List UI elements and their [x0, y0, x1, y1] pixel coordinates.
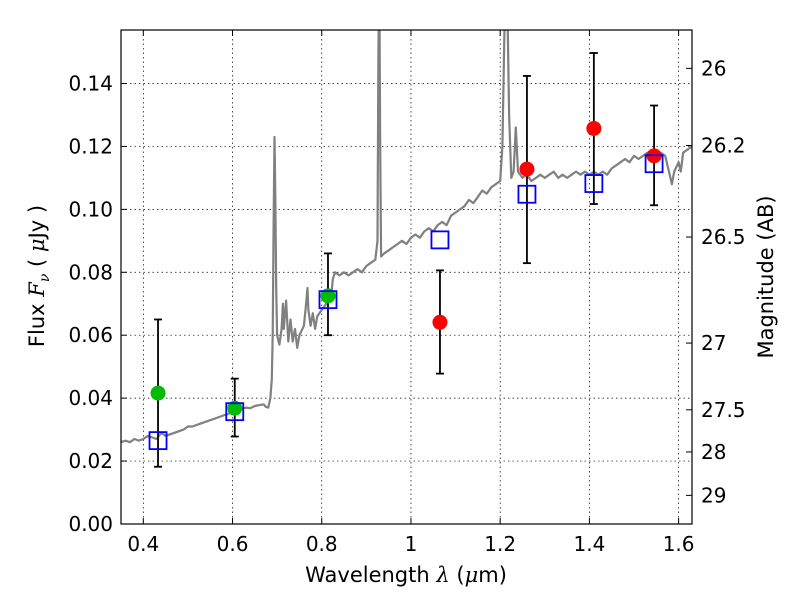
x-tick-label: 0.6 [217, 532, 249, 556]
x-axis-label: Wavelength λ (μm) [305, 563, 507, 587]
marker-layer [148, 120, 664, 451]
y-tick-label: 0.12 [68, 134, 113, 158]
x-tick-label: 1.2 [484, 532, 516, 556]
y2-tick-label: 29 [701, 483, 726, 507]
y2-axis-label: Magnitude (AB) [754, 195, 778, 358]
spectrum-layer [121, 30, 692, 444]
observed-flux-point [432, 314, 448, 330]
model-flux-square [584, 174, 604, 193]
y-tick-label: 0.08 [68, 260, 113, 284]
x-tick-label: 0.4 [127, 532, 159, 556]
model-flux-square [148, 431, 168, 451]
model-flux-square [430, 230, 450, 250]
x-tick-label: 1 [405, 532, 418, 556]
plot-frame [120, 29, 693, 525]
y-tick-label: 0.06 [68, 323, 113, 347]
model-flux-square [318, 290, 338, 310]
model-flux-square [517, 184, 537, 204]
y2-tick-label: 26 [701, 56, 726, 80]
ticks-layer: 0.4 0.6 0.8 1 1.2 1.4 1.6 0.00 0.02 0.04 0.06 0.08 0… [68, 30, 746, 556]
y2-tick-label: 27.5 [701, 398, 746, 422]
y-axis-label: Flux Fν ( μJy ) [25, 205, 53, 347]
x-tick-label: 0.8 [306, 532, 338, 556]
model-flux-square [225, 402, 245, 422]
x-tick-label: 1.6 [663, 532, 695, 556]
y-tick-label: 0.00 [68, 512, 113, 536]
model-flux-square [644, 154, 664, 174]
y2-tick-label: 28 [701, 440, 726, 464]
y2-tick-label: 27 [701, 331, 726, 355]
observed-flux-point [150, 385, 166, 401]
y-tick-label: 0.04 [68, 386, 113, 410]
spectrum-line [121, 30, 692, 444]
observed-flux-point [227, 400, 243, 416]
observed-flux-point [519, 161, 535, 177]
grid-lines [121, 30, 692, 525]
x-tick-label: 1.4 [573, 532, 605, 556]
y2-tick-label: 26.5 [701, 225, 746, 249]
y-tick-label: 0.02 [68, 449, 113, 473]
y-tick-label: 0.14 [68, 71, 113, 95]
y2-tick-label: 26.2 [701, 133, 746, 157]
observed-flux-point [586, 120, 602, 136]
observed-flux-point [320, 288, 336, 304]
y-tick-label: 0.10 [68, 197, 113, 221]
